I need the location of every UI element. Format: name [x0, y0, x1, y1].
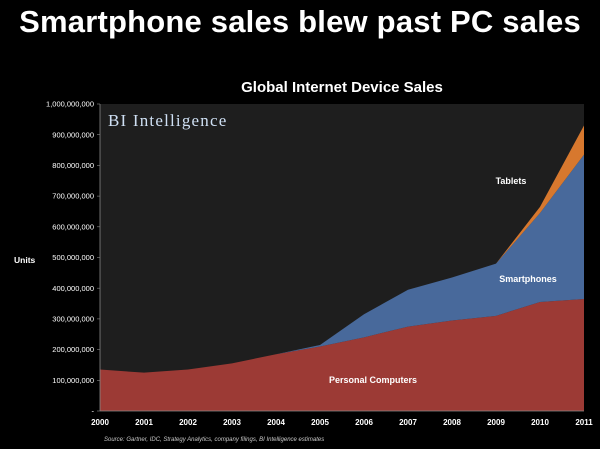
source-note: Source: Gartner, IDC, Strategy Analytics… — [104, 437, 324, 443]
y-tick-label: 800,000,000 — [52, 161, 94, 170]
y-tick-label: 1,000,000,000 — [46, 100, 94, 109]
chart-title: Global Internet Device Sales — [241, 79, 443, 96]
x-tick-label: 2010 — [531, 418, 549, 427]
series-label-personal-computers: Personal Computers — [329, 375, 417, 385]
x-tick-label: 2011 — [575, 418, 593, 427]
series-labels-group: Personal Computers Smartphones Tablets — [329, 176, 557, 385]
x-tick-label: 2006 — [355, 418, 373, 427]
y-tick-label: 600,000,000 — [52, 222, 94, 231]
x-tick-label: 2009 — [487, 418, 505, 427]
y-tick-label: 500,000,000 — [52, 253, 94, 262]
y-tick-label: 700,000,000 — [52, 192, 94, 201]
tick-labels-group: - 100,000,000 200,000,000 300,000,000 400,00… — [46, 100, 593, 427]
series-label-smartphones: Smartphones — [499, 274, 557, 284]
y-tick-label: - — [92, 407, 95, 416]
x-tick-label: 2004 — [267, 418, 285, 427]
y-axis-label: Units — [14, 255, 36, 265]
y-tick-label: 400,000,000 — [52, 284, 94, 293]
area-series-group — [100, 125, 584, 411]
area-smartphones — [100, 154, 584, 373]
y-tick-label: 300,000,000 — [52, 315, 94, 324]
x-tick-label: 2000 — [91, 418, 109, 427]
headline: Smartphone sales blew past PC sales — [19, 4, 581, 39]
x-tick-label: 2007 — [399, 418, 417, 427]
x-tick-label: 2001 — [135, 418, 153, 427]
y-tick-label: 100,000,000 — [52, 376, 94, 385]
series-label-tablets: Tablets — [496, 176, 527, 186]
x-tick-label: 2008 — [443, 418, 461, 427]
y-tick-label: 200,000,000 — [52, 345, 94, 354]
brand-logo: BI Intelligence — [108, 111, 228, 130]
area-personal-computers — [100, 298, 584, 411]
x-tick-label: 2005 — [311, 418, 329, 427]
x-tick-label: 2002 — [179, 418, 197, 427]
x-tick-label: 2003 — [223, 418, 241, 427]
y-tick-label: 900,000,000 — [52, 130, 94, 139]
